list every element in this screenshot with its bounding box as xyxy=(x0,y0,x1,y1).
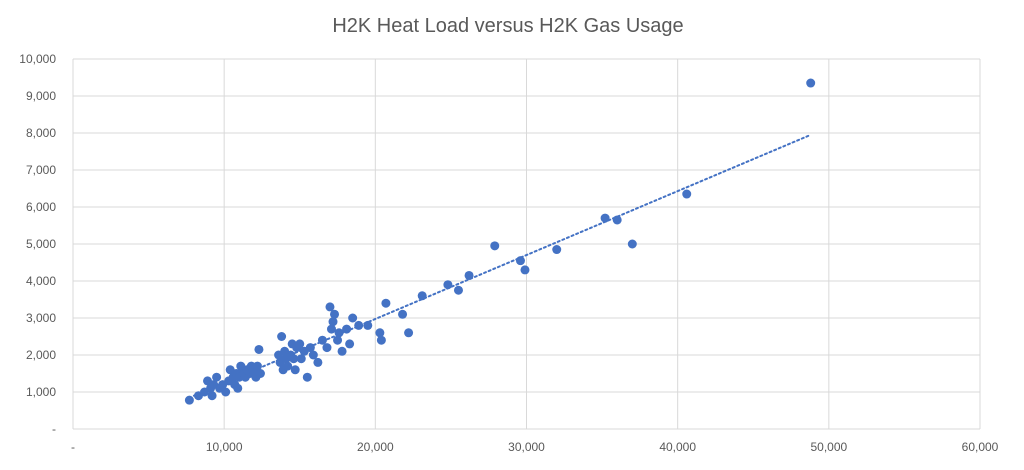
y-tick-label: 1,000 xyxy=(26,385,56,399)
data-point xyxy=(490,241,500,251)
x-tick-label: 30,000 xyxy=(508,440,545,454)
data-point xyxy=(682,189,692,199)
y-tick-label: - xyxy=(52,422,56,436)
data-point xyxy=(325,302,335,312)
data-point xyxy=(290,365,300,375)
data-point xyxy=(322,343,332,353)
x-tick-label: 20,000 xyxy=(357,440,394,454)
data-point xyxy=(342,324,352,334)
data-point xyxy=(806,78,816,88)
data-point xyxy=(207,391,217,401)
y-tick-label: 10,000 xyxy=(19,52,56,66)
data-point xyxy=(328,317,338,327)
data-point xyxy=(376,335,386,345)
data-point xyxy=(255,369,265,378)
gridlines xyxy=(72,58,981,430)
data-point xyxy=(464,270,474,280)
data-point xyxy=(330,309,340,319)
x-tick-label: 50,000 xyxy=(810,440,847,454)
y-tick-label: 6,000 xyxy=(26,200,56,214)
x-tick-label: 60,000 xyxy=(962,440,999,454)
data-point xyxy=(334,328,344,338)
data-point xyxy=(296,354,306,364)
data-point xyxy=(345,339,355,349)
data-point xyxy=(317,335,327,345)
data-point xyxy=(252,361,262,371)
data-point xyxy=(184,395,194,405)
data-point xyxy=(375,328,385,338)
data-point xyxy=(337,346,347,356)
data-point xyxy=(308,350,318,360)
data-point xyxy=(552,245,562,255)
data-point xyxy=(363,320,373,330)
x-tick-label: 10,000 xyxy=(206,440,243,454)
data-point xyxy=(305,343,315,353)
data-point xyxy=(302,372,312,382)
y-tick-label: 5,000 xyxy=(26,237,56,251)
data-point xyxy=(289,354,299,364)
y-tick-label: 7,000 xyxy=(26,163,56,177)
data-point xyxy=(404,328,414,338)
x-tick-label: - xyxy=(71,440,75,454)
y-tick-label: 3,000 xyxy=(26,311,56,325)
data-point xyxy=(295,339,305,349)
data-point xyxy=(627,239,637,249)
data-point xyxy=(381,298,391,308)
data-point xyxy=(277,332,287,341)
data-point xyxy=(520,265,530,275)
data-point xyxy=(254,344,264,354)
data-point xyxy=(221,387,231,397)
x-tick-label: 40,000 xyxy=(659,440,696,454)
y-tick-label: 9,000 xyxy=(26,89,56,103)
data-point xyxy=(212,372,222,382)
tick-labels: - 10,000 20,000 30,000 40,000 50,000 60,000 - 1,… xyxy=(19,52,998,454)
trendline xyxy=(192,133,812,397)
data-point xyxy=(443,280,453,290)
data-point xyxy=(417,291,427,301)
data-point xyxy=(233,383,243,393)
y-tick-label: 8,000 xyxy=(26,126,56,140)
data-point xyxy=(354,320,364,330)
data-points xyxy=(184,78,816,405)
data-point xyxy=(612,215,622,225)
data-point xyxy=(283,361,293,371)
chart-title: H2K Heat Load versus H2K Gas Usage xyxy=(332,15,683,37)
trendline-layer xyxy=(192,133,812,397)
y-tick-label: 4,000 xyxy=(26,274,56,288)
data-point xyxy=(326,324,336,334)
data-point xyxy=(515,256,525,266)
data-point xyxy=(313,357,323,367)
data-point xyxy=(453,285,463,295)
data-point xyxy=(600,213,610,223)
data-point xyxy=(333,335,343,345)
y-tick-label: 2,000 xyxy=(26,348,56,362)
data-point xyxy=(348,313,358,323)
data-point xyxy=(398,309,408,319)
